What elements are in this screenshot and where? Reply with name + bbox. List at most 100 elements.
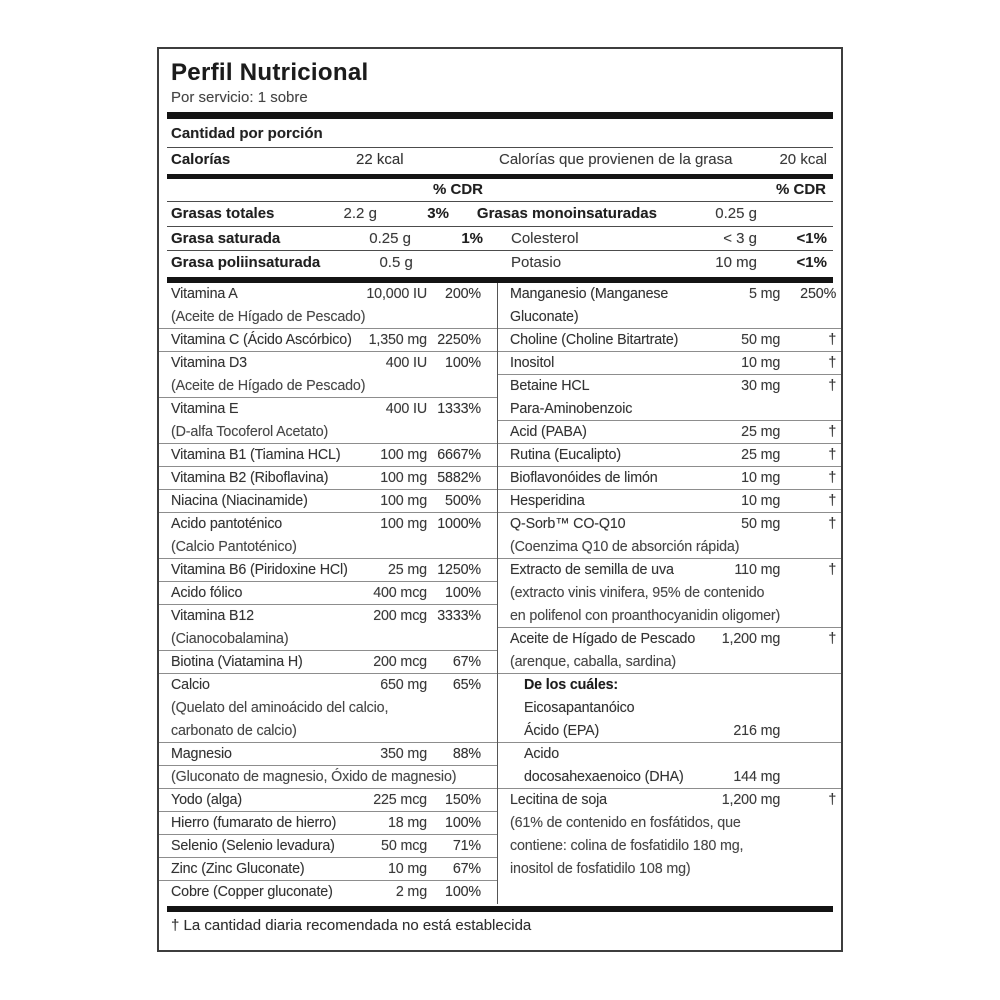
nutrient-row: docosahexaenoico (DHA) 144 mg [498,766,841,789]
nutrient-row: Selenio (Selenio levadura) 50 mcg 71% [159,835,497,858]
nutrient-desc: (Calcio Pantoténico) [159,536,497,559]
nutrient-row: Vitamina A 10,000 IU 200% [171,285,481,302]
nutrient-row: Acid (PABA) 25 mg † [498,421,841,444]
divider-thin [167,201,833,202]
nutrient-desc: (Quelato del aminoácido del calcio, [171,699,389,716]
nutrient-desc: (arenque, caballa, sardina) [498,651,841,674]
calories-from-fat: Calorías que provienen de la grasa 20 kc… [499,149,841,171]
nutrient-row: Vitamina B2 (Riboflavina) 100 mg 5882% [159,467,497,490]
divider-thin [167,225,833,227]
nutrient-row: Manganesio (Manganese 5 mg 250% [510,285,837,302]
nutrient-row: Vitamina E 400 IU 1333% [171,400,481,417]
nutrient-desc: Gluconate) [498,306,841,329]
fat-pct: 3% [427,205,449,222]
nutrient-columns: Vitamina A 10,000 IU 200% (Aceite de Hígad… [159,282,841,904]
fat-label: Colesterol [511,229,579,247]
nutrient-row: Hesperidina 10 mg † [498,490,841,513]
nutrient-desc: contiene: colina de fosfatidilo 180 mg, [510,837,744,854]
divider-thick [167,112,833,119]
fat-amount: 0.25 g [715,205,757,222]
nutrient-row: Hierro (fumarato de hierro) 18 mg 100% [159,812,497,835]
divider-thin [167,250,833,251]
nutrient-desc: inositol de fosfatidilo 108 mg) [510,860,691,877]
fat-amount: 2.2 g [343,205,377,222]
serving-size-text: Por servicio: 1 sobre [171,89,308,106]
nutrition-label-panel: Perfil Nutricional Por servicio: 1 sobre… [157,47,843,952]
fats-row: Grasa poliinsaturada 0.5 g Potasio 10 mg <1… [159,251,841,275]
fat-pct [413,251,483,275]
nutrient-desc: (Aceite de Hígado de Pescado) [159,306,497,329]
fat-pct: <1% [796,229,827,247]
nutrient-row: Extracto de semilla de uva 110 mg † [510,561,837,578]
nutrient-desc: carbonato de calcio) [159,720,497,743]
calories-row: Calorías 22 kcal Calorías que provienen … [159,148,841,172]
divider-thick [167,905,833,912]
fat-label: Grasas totales [171,205,275,222]
nutrient-row: Vitamina D3 400 IU 100% [171,354,481,371]
nutrient-row: Aceite de Hígado de Pescado 1,200 mg † [510,630,837,647]
nutrient-row: Niacina (Niacinamide) 100 mg 500% [159,490,497,513]
nutrient-desc: (Coenzima Q10 de absorción rápida) [498,536,841,559]
nutrient-row: Q-Sorb™ CO-Q10 50 mg † [510,515,837,532]
nutrient-desc: (Aceite de Hígado de Pescado) [159,375,497,398]
calories-fat-label: Calorías que provienen de la grasa [499,151,733,168]
nutrient-row: Betaine HCL 30 mg † [510,377,837,394]
nutrient-row: Inositol 10 mg † [498,352,841,375]
nutrient-desc: en polifenol con proanthocyanidin oligom… [498,605,841,628]
nutrient-desc: (61% de contenido en fosfátidos, que [510,814,741,831]
page-title: Perfil Nutricional [171,59,369,86]
nutrient-desc: (Gluconato de magnesio, Óxido de magnesi… [159,766,497,789]
nutrient-row: Vitamina C (Ácido Ascórbico) 1,350 mg 2250… [159,329,497,352]
nutrient-row: Choline (Choline Bitartrate) 50 mg † [498,329,841,352]
footnote: † La cantidad diaria recomendada no está… [171,916,532,934]
fat-amount: 0.25 g [369,229,411,247]
nutrient-column-left: Vitamina A 10,000 IU 200% (Aceite de Hígad… [159,282,498,904]
nutrient-row: Biotina (Viatamina H) 200 mcg 67% [159,651,497,674]
nutrient-row: Rutina (Eucalipto) 25 mg † [498,444,841,467]
subheading-de-los-cuales: De los cuáles: [524,676,619,693]
nutrient-row: Calcio 650 mg 65% [171,676,481,693]
fat-label: Grasa poliinsaturada [171,254,321,271]
nutrient-row: Eicosapantanóico [524,699,635,716]
calories-label: Calorías [171,151,231,168]
cdr-header-right: % CDR [775,181,826,198]
divider-thin [167,147,833,148]
nutrient-desc: (extracto vinis vinifera, 95% de conteni… [510,584,765,601]
nutrient-desc: (D-alfa Tocoferol Acetato) [159,421,497,444]
fat-pct: 1% [461,229,483,247]
fat-label: Grasa saturada [171,229,281,247]
nutrient-row: Zinc (Zinc Gluconate) 10 mg 67% [159,858,497,881]
divider-thick [167,276,833,283]
calories-fat-value: 20 kcal [779,151,827,168]
fat-amount: 0.5 g [379,254,413,271]
nutrient-row: Magnesio 350 mg 88% [159,743,497,766]
fat-label: Grasas monoinsaturadas [476,205,657,222]
nutrient-row: Vitamina B1 (Tiamina HCL) 100 mg 6667% [159,444,497,467]
fat-label: Potasio [511,254,562,271]
nutrient-desc: (Cianocobalamina) [159,628,497,651]
nutrient-row: Ácido (EPA) 216 mg [498,720,841,743]
fat-pct [757,202,827,226]
nutrient-row: Para-Aminobenzoic [498,398,841,421]
nutrient-row: Cobre (Copper gluconate) 2 mg 100% [171,883,481,900]
nutrient-row: Vitamina B12 200 mcg 3333% [171,607,481,624]
fats-row: Grasas totales 2.2 g 3% Grasas monoinsatur… [159,202,841,226]
cdr-header-row: % CDR % CDR [159,179,841,201]
divider-medium [167,174,833,179]
nutrient-row: Bioflavonóides de limón 10 mg † [498,467,841,490]
nutrient-column-right: Manganesio (Manganese 5 mg 250% Gluconate)… [498,283,841,881]
cdr-header-left: % CDR [432,181,483,198]
amount-per-serving-heading: Cantidad por porción [171,125,323,142]
nutrient-row: Lecitina de soja 1,200 mg † [510,791,837,808]
nutrient-row: Yodo (alga) 225 mcg 150% [159,789,497,812]
fat-amount: < 3 g [723,229,757,247]
fat-pct: <1% [796,254,827,271]
nutrient-row: Acido pantoténico 100 mg 1000% [171,515,481,532]
fat-amount: 10 mg [715,254,757,271]
calories-left: Calorías 22 kcal [159,149,499,171]
nutrient-row: Vitamina B6 (Piridoxine HCl) 25 mg 1250% [159,559,497,582]
fats-row: Grasa saturada 0.25 g 1% Colesterol < 3 g <1… [159,227,841,251]
nutrient-row: Acido [524,745,560,762]
nutrient-row: Acido fólico 400 mcg 100% [159,582,497,605]
calories-value: 22 kcal [356,151,404,168]
